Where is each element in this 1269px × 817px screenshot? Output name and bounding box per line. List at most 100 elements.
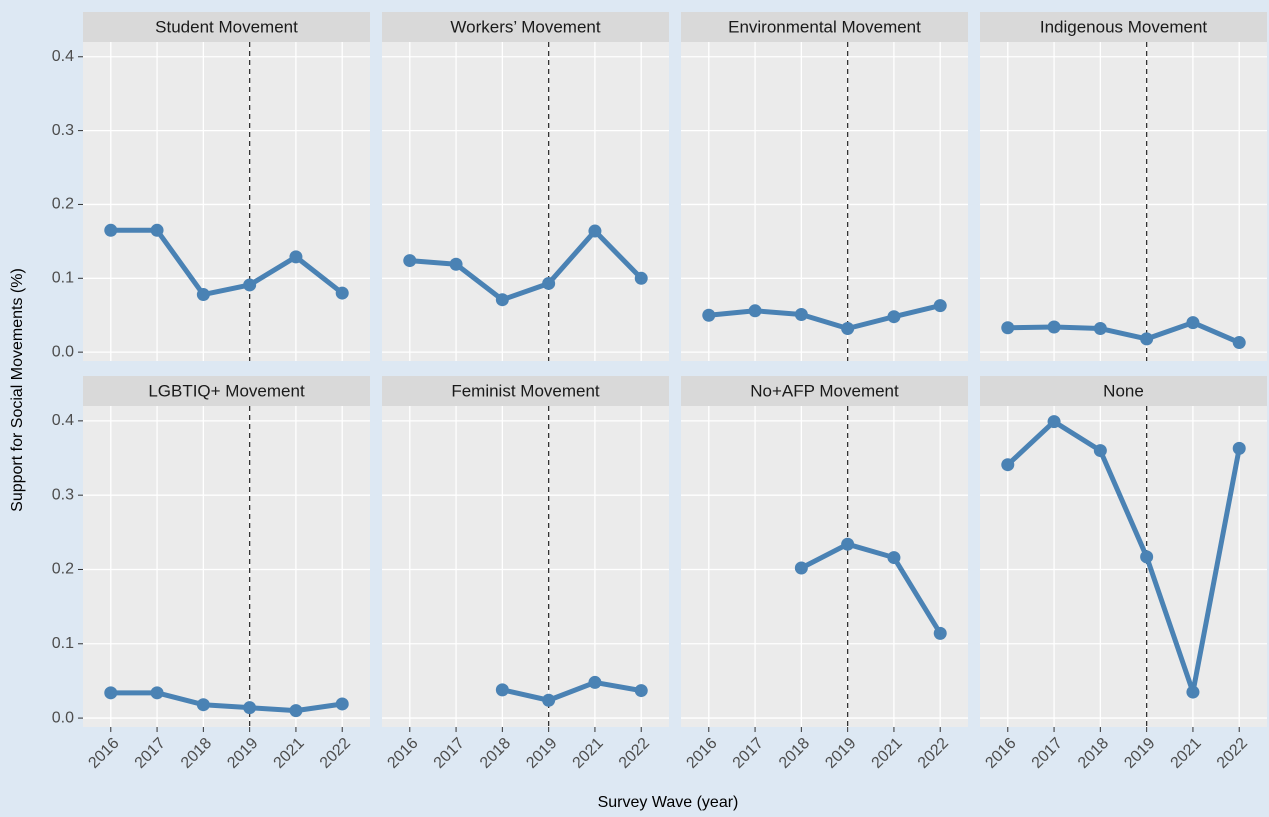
strip [980, 12, 1267, 42]
y-tick-label: 0.1 [52, 270, 74, 287]
strip [681, 376, 968, 406]
x-tick-label: 2019 [822, 735, 859, 772]
y-tick-label: 0.4 [52, 48, 74, 65]
strip [382, 376, 669, 406]
x-tick-label: 2018 [477, 735, 514, 772]
panel [382, 406, 669, 727]
x-tick-label: 2021 [869, 735, 906, 772]
panel [83, 406, 370, 727]
panel [980, 406, 1267, 727]
data-point [289, 250, 303, 264]
series-line [800, 541, 943, 635]
data-point [104, 223, 118, 237]
data-point [1093, 444, 1107, 458]
data-point [887, 551, 901, 565]
data-point [1232, 336, 1246, 350]
strip-text: No+AFP Movement [750, 381, 899, 400]
data-point [1047, 415, 1061, 429]
data-point [1140, 332, 1154, 346]
x-tick-label: 2017 [132, 735, 169, 772]
x-tick-label: 2019 [1121, 735, 1158, 772]
x-axis-title: Survey Wave (year) [598, 794, 739, 811]
series-line [708, 303, 941, 332]
data-point [1093, 322, 1107, 336]
data-point [449, 257, 463, 271]
x-tick-label: 2019 [224, 735, 261, 772]
x-tick-label: 2021 [570, 735, 607, 772]
data-point [634, 271, 648, 285]
data-point [1047, 320, 1061, 334]
y-tick-label: 0.2 [52, 196, 74, 213]
x-tick-label: 2017 [431, 735, 468, 772]
data-point [542, 276, 556, 290]
y-tick-label: 0.2 [52, 561, 74, 578]
data-point [702, 308, 716, 322]
data-point [335, 697, 349, 711]
x-tick-label: 2016 [384, 735, 421, 772]
x-tick-label: 2017 [1029, 735, 1066, 772]
series-line [1007, 320, 1241, 345]
x-tick-label: 2018 [1075, 735, 1112, 772]
data-point [841, 322, 855, 336]
data-point [403, 254, 417, 268]
data-point [1140, 550, 1154, 564]
data-point [495, 683, 509, 697]
data-point [887, 310, 901, 324]
data-point [933, 626, 947, 640]
strip-text: Indigenous Movement [1040, 17, 1208, 36]
panel [980, 42, 1267, 361]
x-tick-label: 2022 [1214, 735, 1251, 772]
data-point [243, 278, 257, 292]
x-tick-label: 2022 [317, 735, 354, 772]
y-tick-label: 0.3 [52, 486, 74, 503]
series-line [1006, 419, 1242, 695]
data-point [495, 293, 509, 307]
strip-text: Student Movement [155, 17, 298, 36]
x-tick-label: 2016 [683, 735, 720, 772]
data-point [794, 561, 808, 575]
x-tick-label: 2019 [523, 735, 560, 772]
data-point [243, 701, 257, 715]
y-tick-label: 0.0 [52, 709, 74, 726]
data-point [104, 686, 118, 700]
x-tick-label: 2021 [271, 735, 308, 772]
data-point [150, 223, 164, 237]
strip [681, 12, 968, 42]
strip-text: Workers’ Movement [450, 17, 600, 36]
strip [382, 12, 669, 42]
panel [83, 42, 370, 361]
x-tick-label: 2017 [730, 735, 767, 772]
strip-text: None [1103, 381, 1144, 400]
series-line [409, 228, 644, 303]
y-axis-title: Support for Social Movements (%) [9, 268, 26, 512]
series-line [110, 690, 343, 714]
x-tick-label: 2016 [85, 735, 122, 772]
data-point [335, 286, 349, 300]
panel [681, 406, 968, 727]
data-point [588, 675, 602, 689]
data-point [588, 224, 602, 238]
strip-text: Environmental Movement [728, 17, 921, 36]
y-tick-label: 0.0 [52, 343, 74, 360]
data-point [794, 307, 808, 321]
strip-text: Feminist Movement [451, 381, 600, 400]
strip [83, 376, 370, 406]
x-tick-label: 2022 [915, 735, 952, 772]
panel [681, 42, 968, 361]
x-tick-label: 2021 [1168, 735, 1205, 772]
data-point [841, 537, 855, 551]
strip [980, 376, 1267, 406]
data-point [150, 686, 164, 700]
data-point [1001, 458, 1015, 472]
data-point [933, 299, 947, 313]
data-point [196, 288, 210, 302]
strip [83, 12, 370, 42]
x-tick-label: 2022 [616, 735, 653, 772]
data-point [289, 704, 303, 718]
y-tick-label: 0.4 [52, 412, 74, 429]
x-tick-label: 2016 [982, 735, 1019, 772]
strip-text: LGBTIQ+ Movement [148, 381, 305, 400]
data-point [542, 693, 556, 707]
data-point [1232, 441, 1246, 455]
